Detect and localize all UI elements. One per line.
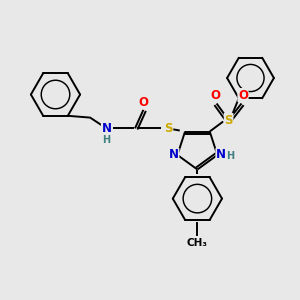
Text: O: O [238,88,248,102]
Text: N: N [216,148,226,161]
Text: CH₃: CH₃ [187,238,208,248]
Text: O: O [138,96,148,109]
Text: H: H [226,152,234,161]
Text: S: S [164,122,172,135]
Text: S: S [224,113,233,127]
Text: O: O [210,88,220,102]
Text: H: H [102,135,110,145]
Text: N: N [169,148,179,161]
Text: N: N [101,122,112,135]
